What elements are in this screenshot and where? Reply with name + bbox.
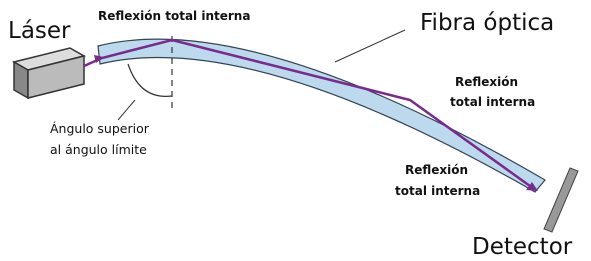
label-line: Ángulo superior bbox=[50, 121, 150, 136]
angle-arc bbox=[128, 64, 172, 96]
detector-device bbox=[544, 168, 578, 232]
label-line: Reflexión bbox=[405, 163, 468, 177]
laser-device bbox=[14, 48, 84, 98]
angle-label: Ángulo superior al ángulo límite bbox=[50, 121, 153, 157]
diagram: Láser Reflexión total interna Fibra ópti… bbox=[0, 0, 591, 261]
angle-leader bbox=[118, 100, 135, 120]
laser-label: Láser bbox=[8, 18, 71, 44]
label-line: Reflexión bbox=[455, 75, 518, 89]
reflection-label: Reflexión total interna bbox=[450, 75, 535, 109]
label-line: total interna bbox=[395, 184, 480, 198]
reflection-label: Reflexión total interna bbox=[395, 163, 480, 198]
reflection-label: Reflexión total interna bbox=[98, 9, 250, 23]
label-line: al ángulo límite bbox=[50, 142, 147, 157]
fiber-label: Fibra óptica bbox=[420, 10, 554, 36]
fiber-leader bbox=[335, 30, 405, 62]
label-line: total interna bbox=[450, 95, 535, 109]
detector-label: Detector bbox=[472, 234, 573, 260]
optical-fiber bbox=[98, 39, 545, 192]
